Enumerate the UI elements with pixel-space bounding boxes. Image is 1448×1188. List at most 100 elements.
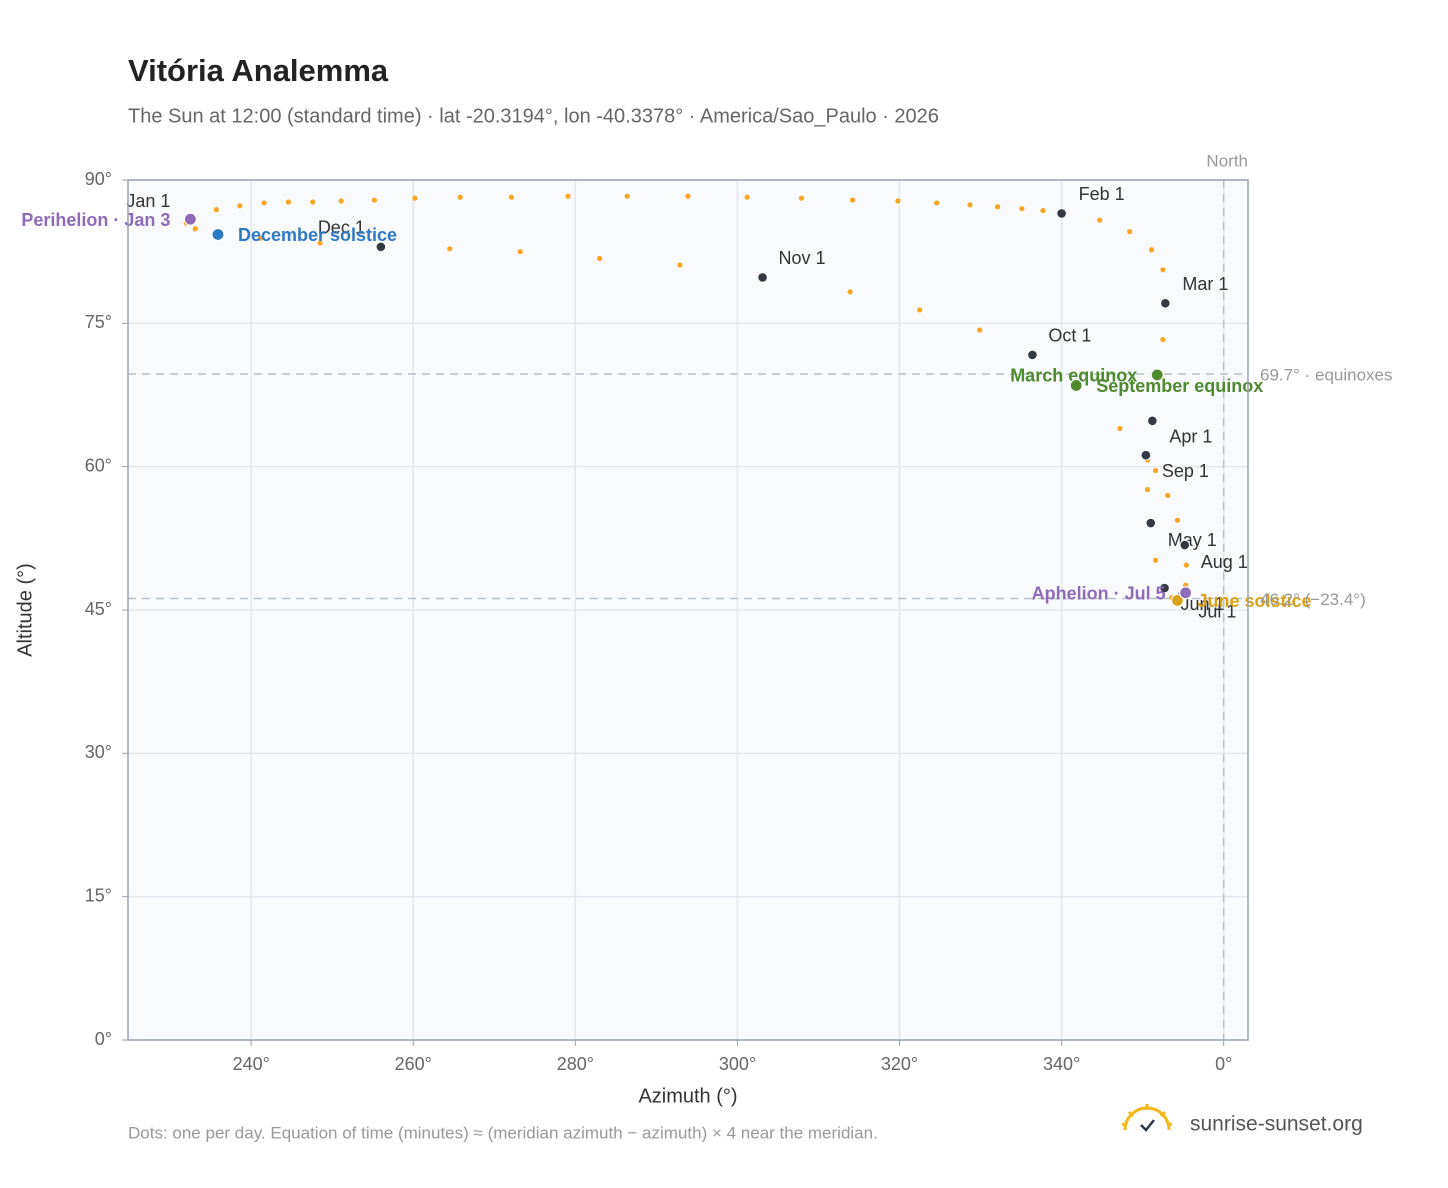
x-tick-label: 260° xyxy=(395,1054,432,1074)
footnote: Dots: one per day. Equation of time (min… xyxy=(128,1123,878,1142)
month-marker xyxy=(1056,208,1067,219)
day-dot xyxy=(934,200,940,206)
x-tick-label: 0° xyxy=(1215,1054,1232,1074)
y-axis-title: Altitude (°) xyxy=(14,563,36,657)
event-label: December solstice xyxy=(238,225,397,245)
month-label: Nov 1 xyxy=(779,248,826,268)
event-marker xyxy=(211,227,225,242)
event-marker xyxy=(1069,378,1083,393)
day-dot xyxy=(1183,562,1190,568)
brand-logo xyxy=(1121,1104,1173,1132)
month-marker xyxy=(1140,449,1152,461)
month-label: Jul 1 xyxy=(1198,601,1236,621)
month-label: Oct 1 xyxy=(1048,326,1091,346)
day-dot xyxy=(1144,487,1151,493)
y-tick-label: 0° xyxy=(95,1029,112,1049)
month-label: Dec 1 xyxy=(318,218,365,238)
month-marker xyxy=(1159,582,1170,594)
day-dot xyxy=(447,246,453,252)
day-dot xyxy=(1160,336,1166,343)
day-dot xyxy=(1097,217,1103,223)
y-tick-label: 60° xyxy=(85,455,112,475)
month-label: Mar 1 xyxy=(1182,274,1228,294)
month-marker xyxy=(1147,415,1158,427)
day-dot xyxy=(624,193,630,199)
day-dot xyxy=(285,199,292,205)
day-dot xyxy=(317,240,323,246)
event-label: June solstice xyxy=(1197,591,1311,611)
day-dot xyxy=(1019,206,1025,212)
day-dot xyxy=(371,197,377,203)
month-label: Jun 1 xyxy=(1181,594,1225,614)
y-tick-label: 45° xyxy=(85,599,112,619)
x-tick-label: 340° xyxy=(1043,1054,1080,1074)
x-tick-label: 300° xyxy=(719,1054,756,1074)
month-marker xyxy=(757,272,768,283)
day-dot xyxy=(994,204,1001,210)
day-dot xyxy=(565,193,571,199)
x-tick-label: 320° xyxy=(881,1054,918,1074)
day-dot xyxy=(967,202,973,208)
day-dot xyxy=(517,249,523,255)
day-dot xyxy=(257,235,263,241)
event-marker xyxy=(1150,368,1164,382)
reference-label: 69.7° · equinoxes xyxy=(1260,365,1393,384)
event-marker xyxy=(1170,593,1185,608)
month-label: Jan 1 xyxy=(126,191,170,211)
day-dot xyxy=(895,198,901,204)
month-marker xyxy=(1160,297,1171,309)
month-label: Feb 1 xyxy=(1079,184,1125,204)
month-marker xyxy=(375,241,387,253)
day-dot xyxy=(597,255,603,261)
event-label: Aphelion · Jul 5 xyxy=(1032,584,1166,604)
north-label: North xyxy=(1206,151,1248,170)
month-label: Aug 1 xyxy=(1201,552,1248,572)
y-tick-label: 75° xyxy=(85,312,112,332)
y-tick-label: 30° xyxy=(85,742,112,762)
chart-title: Vitória Analemma xyxy=(128,53,389,88)
event-label: March equinox xyxy=(1010,366,1137,386)
day-dot xyxy=(1165,492,1171,498)
month-label: Apr 1 xyxy=(1169,427,1212,447)
day-dot xyxy=(798,195,805,201)
event-label: September equinox xyxy=(1096,376,1263,396)
day-dot xyxy=(213,207,219,213)
day-dot xyxy=(1117,425,1123,432)
y-tick-label: 15° xyxy=(85,885,112,905)
event-marker xyxy=(183,212,198,226)
event-label: Perihelion · Jan 3 xyxy=(21,210,170,230)
day-dot xyxy=(677,262,683,268)
x-tick-label: 240° xyxy=(233,1054,270,1074)
x-tick-label: 280° xyxy=(557,1054,594,1074)
month-marker xyxy=(1145,517,1157,529)
day-dot xyxy=(1160,267,1166,273)
day-dot xyxy=(1153,467,1159,474)
month-marker xyxy=(1179,539,1191,551)
day-dot xyxy=(310,199,316,205)
x-axis-title: Azimuth (°) xyxy=(638,1085,737,1107)
day-dot xyxy=(685,193,691,199)
day-dot xyxy=(1153,557,1159,563)
reference-label: 46.2° (−23.4°) xyxy=(1260,590,1366,609)
day-dot xyxy=(192,226,198,232)
day-dot xyxy=(1127,229,1133,235)
day-dot xyxy=(412,195,418,201)
day-dot xyxy=(849,197,856,203)
day-dot xyxy=(1040,207,1046,214)
day-dot xyxy=(508,194,514,200)
reference-lines xyxy=(128,180,1248,1040)
day-dot xyxy=(917,307,923,313)
day-dot xyxy=(977,327,983,333)
y-tick-label: 90° xyxy=(85,169,112,189)
day-dot xyxy=(847,289,853,295)
day-dot xyxy=(1148,247,1155,253)
day-dot xyxy=(457,194,463,200)
chart-subtitle: The Sun at 12:00 (standard time) · lat -… xyxy=(128,105,939,127)
day-dot xyxy=(744,194,750,200)
month-label: Sep 1 xyxy=(1162,461,1209,481)
month-marker xyxy=(1027,349,1038,361)
event-marker xyxy=(1178,586,1193,600)
